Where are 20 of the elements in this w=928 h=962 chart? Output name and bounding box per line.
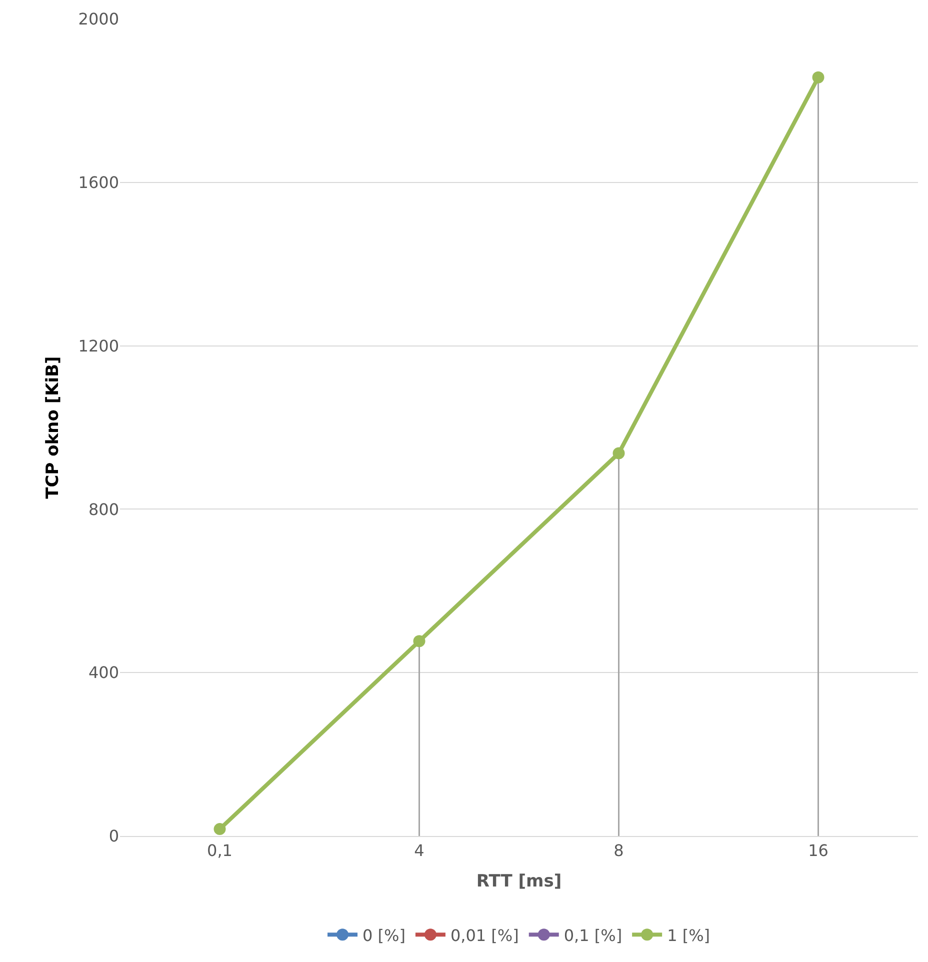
y-tick-label: 0 xyxy=(108,826,119,846)
y-tick-label: 800 xyxy=(88,500,119,519)
legend-label: 0,1 [%] xyxy=(564,926,622,945)
point xyxy=(612,447,625,460)
y-tick-label: 1200 xyxy=(78,336,119,356)
x-tick-label: 0,1 xyxy=(207,841,232,860)
point xyxy=(812,71,824,84)
x-axis-title: RTT [ms] xyxy=(476,872,562,892)
legend-label: 1 [%] xyxy=(667,926,710,945)
point xyxy=(214,823,226,836)
legend-label: 0 [%] xyxy=(362,926,406,945)
y-tick-label: 2000 xyxy=(78,10,119,29)
y-tick-label: 400 xyxy=(88,663,119,682)
point xyxy=(413,635,426,648)
y-tick-label: 1600 xyxy=(78,173,119,192)
x-tick-label: 8 xyxy=(614,841,624,860)
x-tick-label: 4 xyxy=(414,841,424,860)
y-axis-title: TCP okno [KiB] xyxy=(42,356,63,499)
x-tick-label: 16 xyxy=(808,841,828,860)
legend-label: 0,01 [%] xyxy=(450,926,519,945)
